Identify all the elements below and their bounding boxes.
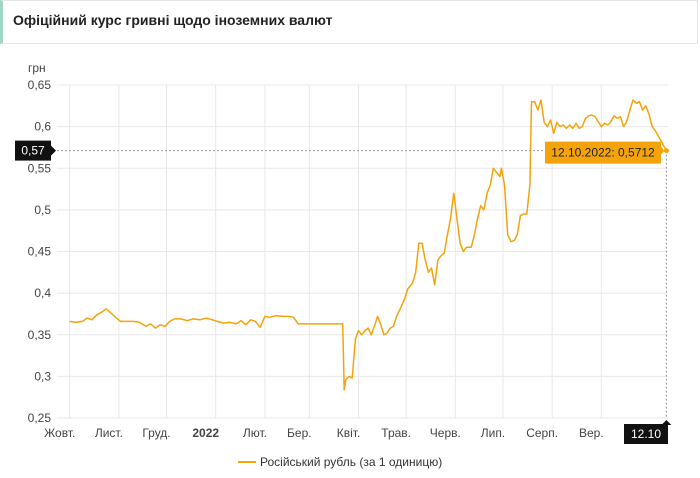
y-tick-label: 0,35 — [28, 328, 52, 342]
x-tick-label: Груд. — [142, 426, 170, 440]
tooltip: 12.10.2022: 0,5712 — [545, 141, 665, 164]
x-tick-label: Квіт. — [337, 426, 361, 440]
y-tick-label: 0,6 — [34, 120, 51, 134]
y-tick-label: 0,55 — [28, 161, 52, 175]
crosshair: 0,57 12.10 12.10.2022: 0,5712 — [15, 140, 672, 444]
x-tick-label: Черв. — [430, 426, 461, 440]
y-tick-label: 0,25 — [28, 411, 52, 425]
x-tick-label: Лип. — [481, 426, 505, 440]
crosshair-y-label: 0,57 — [15, 140, 56, 161]
x-tick-label: Бер. — [287, 426, 312, 440]
grid-lines — [57, 84, 668, 419]
svg-text:12.10.2022: 0,5712: 12.10.2022: 0,5712 — [551, 146, 655, 160]
legend-label[interactable]: Російський рубль (за 1 одиницю) — [260, 455, 442, 469]
y-axis-label: грн — [28, 61, 46, 75]
y-tick-label: 0,5 — [34, 203, 51, 217]
x-tick-label: Лют. — [243, 426, 267, 440]
legend[interactable]: Російський рубль (за 1 одиницю) — [238, 455, 442, 469]
series-line[interactable] — [69, 99, 668, 391]
y-tick-label: 0,65 — [28, 78, 52, 92]
y-tick-label: 0,3 — [34, 369, 51, 383]
y-tick-label: 0,4 — [34, 286, 51, 300]
chart-header: Офіційний курс гривні щодо іноземних вал… — [0, 0, 698, 44]
crosshair-point — [663, 148, 669, 154]
x-tick-label: Серп. — [526, 426, 558, 440]
x-tick-label: Лист. — [95, 426, 123, 440]
x-tick-label: Вер. — [579, 426, 604, 440]
svg-text:0,57: 0,57 — [21, 144, 45, 158]
x-tick-label: Трав. — [381, 426, 411, 440]
series-layer — [69, 99, 668, 391]
x-tick-label: Жовт. — [44, 426, 75, 440]
x-tick-label: 2022 — [192, 426, 219, 440]
crosshair-x-label: 12.10 — [624, 420, 672, 444]
chart-title: Офіційний курс гривні щодо іноземних вал… — [13, 12, 333, 28]
x-axis-ticks: Жовт. Лист. Груд. 2022 Лют. Бер. Квіт. Трав. Чер… — [44, 426, 604, 440]
y-axis-ticks: 0,25 0,3 0,35 0,4 0,45 0,5 0,55 0,6 0,65 — [28, 78, 52, 425]
svg-text:12.10: 12.10 — [631, 427, 661, 441]
y-tick-label: 0,45 — [28, 245, 52, 259]
